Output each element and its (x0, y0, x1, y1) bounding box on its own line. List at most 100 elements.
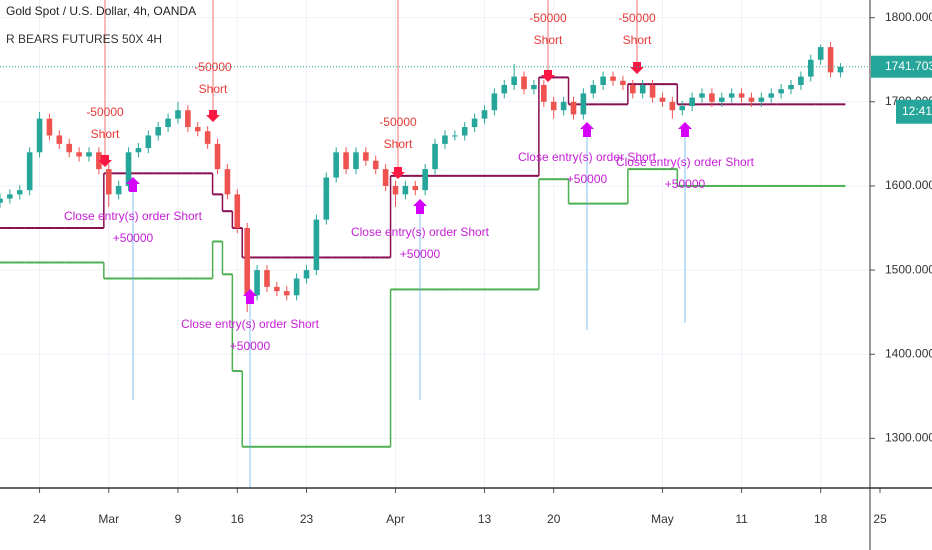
candle-body (442, 135, 448, 144)
candle-body (254, 270, 260, 296)
candle-body (669, 101, 676, 111)
last-price-badge (871, 55, 932, 78)
candle-body (481, 110, 488, 119)
exit-label: Close entry(s) order Short (181, 317, 320, 331)
x-tick-label: May (651, 512, 674, 526)
exit-arrow (126, 177, 140, 192)
entry-label: Short (199, 82, 228, 96)
x-tick-label: 23 (300, 512, 314, 526)
candle-body (768, 93, 775, 98)
exit-arrow (678, 122, 692, 137)
entry-label: Short (91, 127, 120, 141)
candle-body (402, 185, 409, 195)
x-tick-label: Mar (98, 512, 119, 526)
candle-body (26, 152, 33, 191)
entry-arrow (206, 110, 220, 122)
candle-body (432, 143, 438, 170)
candle-body (422, 169, 428, 191)
candle-body (16, 190, 23, 195)
candle-body (817, 47, 824, 60)
x-tick-label: 24 (33, 512, 47, 526)
candle-body (511, 76, 517, 85)
candle-body (333, 152, 339, 178)
candle-body (412, 185, 419, 191)
x-tick-label: 25 (873, 512, 887, 526)
candle-body (0, 198, 3, 203)
candle-body (353, 152, 359, 170)
candle-body (570, 101, 577, 115)
candle-body (194, 127, 201, 132)
entry-amount: -50000 (529, 11, 567, 25)
candle-body (630, 84, 636, 94)
candle-body (46, 118, 53, 136)
candle-body (718, 97, 725, 102)
candle-body (115, 185, 122, 195)
candle-body (600, 76, 606, 85)
candle-body (610, 76, 616, 81)
candle-body (709, 93, 715, 102)
candle-body (105, 169, 112, 195)
candle-body (521, 76, 527, 90)
exit-arrow (243, 289, 257, 304)
y-tick-label: 1600.000 (885, 178, 932, 192)
x-tick-label: 11 (735, 512, 748, 526)
last-price-label: 1741.703 (885, 59, 932, 73)
exit-amount: +50000 (113, 231, 154, 245)
candle-body (283, 291, 290, 296)
countdown-label: 12:41 (902, 104, 932, 118)
entry-label: Short (623, 33, 652, 47)
candle-body (501, 84, 508, 94)
candle-body (145, 135, 152, 149)
x-tick-label: 16 (231, 512, 245, 526)
candle-body (323, 177, 330, 220)
candle-body (778, 89, 784, 94)
candle-body (649, 84, 656, 98)
candle-body (620, 80, 626, 85)
entry-arrow (630, 62, 644, 74)
candle-body (185, 110, 191, 128)
y-tick-label: 1500.000 (885, 262, 932, 276)
candle-body (807, 59, 814, 77)
candle-body (679, 106, 686, 111)
candle-body (788, 84, 794, 90)
exit-amount: +50000 (230, 339, 271, 353)
candle-body (491, 93, 498, 111)
entry-amount: -50000 (618, 11, 656, 25)
entry-amount: -50000 (86, 105, 124, 119)
candle-body (639, 84, 646, 94)
candle-body (224, 169, 231, 195)
candle-body (748, 97, 755, 102)
y-tick-label: 1400.000 (885, 346, 932, 360)
candle-body (560, 101, 567, 111)
candle-body (293, 278, 300, 296)
entry-arrow (541, 70, 555, 82)
candle-body (590, 84, 597, 94)
candle-body (264, 270, 270, 287)
candle-body (392, 185, 399, 195)
entry-label: Short (534, 33, 563, 47)
candle-body (125, 152, 132, 186)
candle-body (274, 286, 280, 292)
exit-arrow (413, 199, 427, 214)
candle-body (66, 143, 73, 153)
candle-body (303, 270, 310, 279)
candle-body (382, 169, 389, 186)
y-tick-label: 1800.000 (885, 10, 932, 24)
x-tick-label: 9 (175, 512, 182, 526)
candle-body (580, 93, 587, 115)
entry-label: Short (384, 137, 413, 151)
entry-arrow (98, 155, 112, 167)
candle-body (461, 127, 468, 136)
candle-body (165, 118, 171, 128)
candle-body (76, 152, 82, 157)
exit-amount: +50000 (665, 177, 706, 191)
y-tick-label: 1300.000 (885, 431, 932, 445)
exit-amount: +50000 (567, 172, 608, 186)
exit-label: Close entry(s) order Short (518, 150, 657, 164)
candle-body (234, 194, 241, 229)
x-tick-label: 20 (547, 512, 561, 526)
candle-body (135, 148, 142, 153)
candle-body (214, 143, 221, 170)
